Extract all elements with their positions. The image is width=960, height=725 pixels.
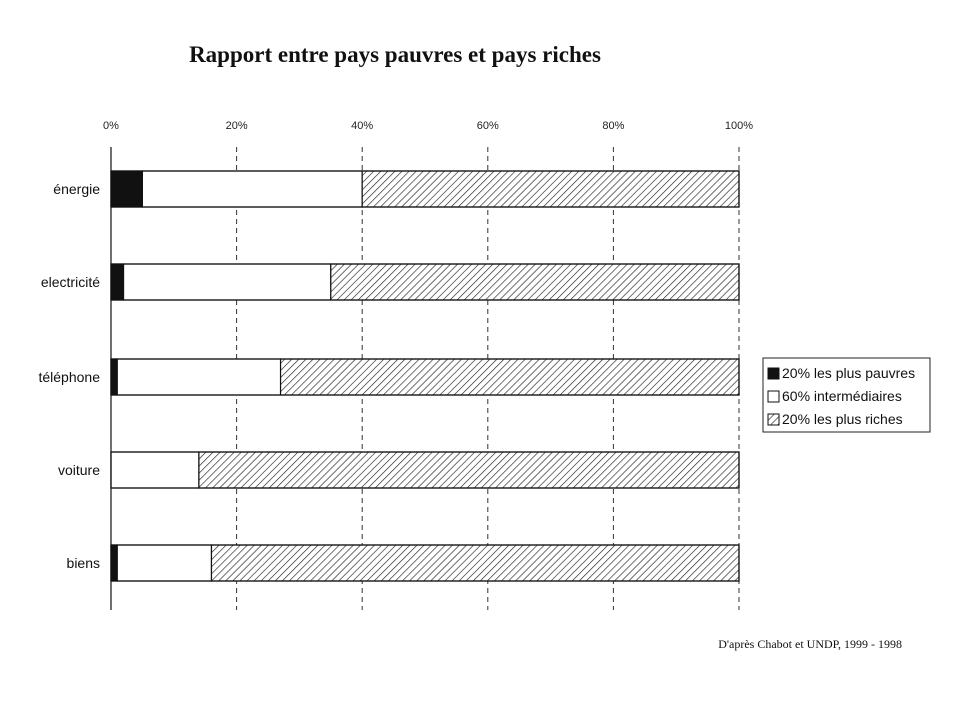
bar-outline	[110, 170, 740, 208]
legend-swatch	[767, 367, 780, 380]
legend-swatch	[767, 390, 780, 403]
x-tick-label: 100%	[725, 120, 753, 132]
bar-segment	[330, 263, 740, 301]
category-label: énergie	[53, 181, 100, 197]
legend-entry: 60% intermédiaires	[782, 388, 902, 404]
bar-segment	[110, 170, 143, 208]
category-label: biens	[67, 555, 100, 571]
bar-segment	[198, 451, 740, 489]
bar-outline	[110, 358, 740, 396]
x-tick-label: 20%	[226, 120, 248, 132]
x-tick-label: 80%	[602, 120, 624, 132]
legend-entry: 20% les plus riches	[782, 411, 903, 427]
bar-segment	[110, 263, 125, 301]
bar-segment	[110, 544, 118, 582]
x-tick-label: 0%	[103, 120, 119, 132]
source-note: D'après Chabot et UNDP, 1999 - 1998	[718, 637, 902, 651]
bar-segment	[116, 358, 282, 396]
bar-segment	[110, 358, 118, 396]
bar-segment	[279, 358, 740, 396]
x-tick-label: 60%	[477, 120, 499, 132]
category-label: electricité	[41, 274, 100, 290]
bar-segment	[361, 170, 740, 208]
legend-box	[762, 357, 931, 433]
legend-swatch	[767, 413, 780, 426]
bar-outline	[110, 263, 740, 301]
chart-title: Rapport entre pays pauvres et pays riche…	[189, 42, 601, 67]
bar-segment	[122, 263, 332, 301]
x-tick-label: 40%	[351, 120, 373, 132]
bar-segment	[116, 544, 213, 582]
category-label: voiture	[58, 462, 100, 478]
category-label: téléphone	[38, 369, 100, 385]
bars	[110, 170, 740, 582]
legend-entry: 20% les plus pauvres	[782, 365, 915, 381]
legend: 20% les plus pauvres 60% intermédiaires 20…	[762, 357, 931, 433]
bar-segment	[110, 451, 200, 489]
bar-outline	[110, 451, 740, 489]
category-labels: énergie electricité téléphone voiture biens	[38, 181, 100, 571]
bar-outline	[110, 544, 740, 582]
bar-segment	[141, 170, 363, 208]
bar-segment	[210, 544, 740, 582]
